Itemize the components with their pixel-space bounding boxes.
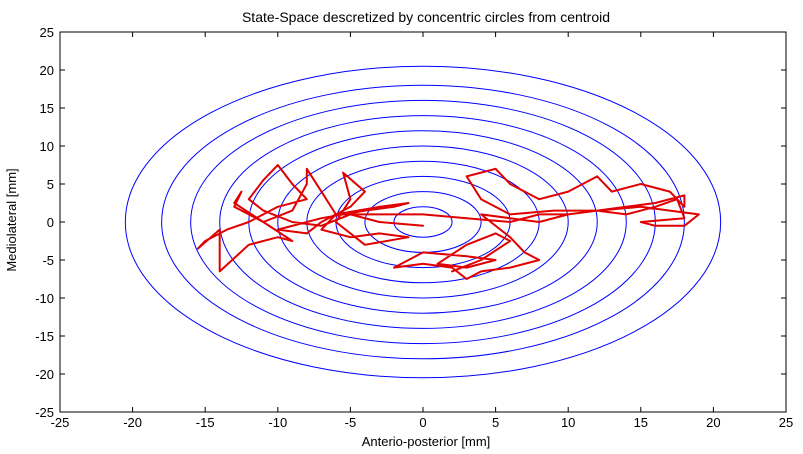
y-tick-label: 25 [40, 25, 54, 40]
x-tick-label: 20 [706, 415, 720, 430]
x-tick-label: 5 [492, 415, 499, 430]
concentric-circle-8 [190, 99, 656, 345]
x-axis-label: Anterio-posterior [mm] [362, 434, 491, 449]
concentric-circle-9 [161, 84, 685, 360]
y-tick-label: -20 [35, 367, 54, 382]
y-tick-label: -5 [42, 253, 54, 268]
plot-area: -25 -20 -15 -10 -5 0 5 10 15 20 25 -25 -20 -15 -10 -5 0 5… [35, 25, 793, 430]
y-tick-label: 5 [47, 177, 54, 192]
y-tick-label: 10 [40, 139, 54, 154]
axes-box [59, 31, 787, 413]
y-tick-label: 0 [47, 215, 54, 230]
y-tick-label: 20 [40, 63, 54, 78]
chart-title: State-Space descretized by concentric ci… [242, 9, 610, 25]
x-tick-label: 10 [561, 415, 575, 430]
y-axis-label: Mediolateral [mm] [4, 168, 19, 271]
x-tick-label: -25 [51, 415, 70, 430]
y-tick-label: -15 [35, 329, 54, 344]
concentric-circle-1 [393, 206, 453, 238]
concentric-circle-10 [124, 65, 722, 379]
trajectory-line-1 [196, 164, 700, 280]
concentric-circle-5 [277, 145, 569, 299]
y-tick-label: -25 [35, 405, 54, 420]
x-tick-label: -10 [268, 415, 287, 430]
x-tick-label: 0 [419, 415, 426, 430]
x-tick-label: 15 [634, 415, 648, 430]
y-tick-label: -10 [35, 291, 54, 306]
x-tick-label: -20 [123, 415, 142, 430]
concentric-circle-7 [219, 115, 627, 329]
x-tick-label: -5 [345, 415, 357, 430]
x-tick-label: -15 [196, 415, 215, 430]
x-tick-label: 25 [779, 415, 793, 430]
y-tick-label: 15 [40, 101, 54, 116]
